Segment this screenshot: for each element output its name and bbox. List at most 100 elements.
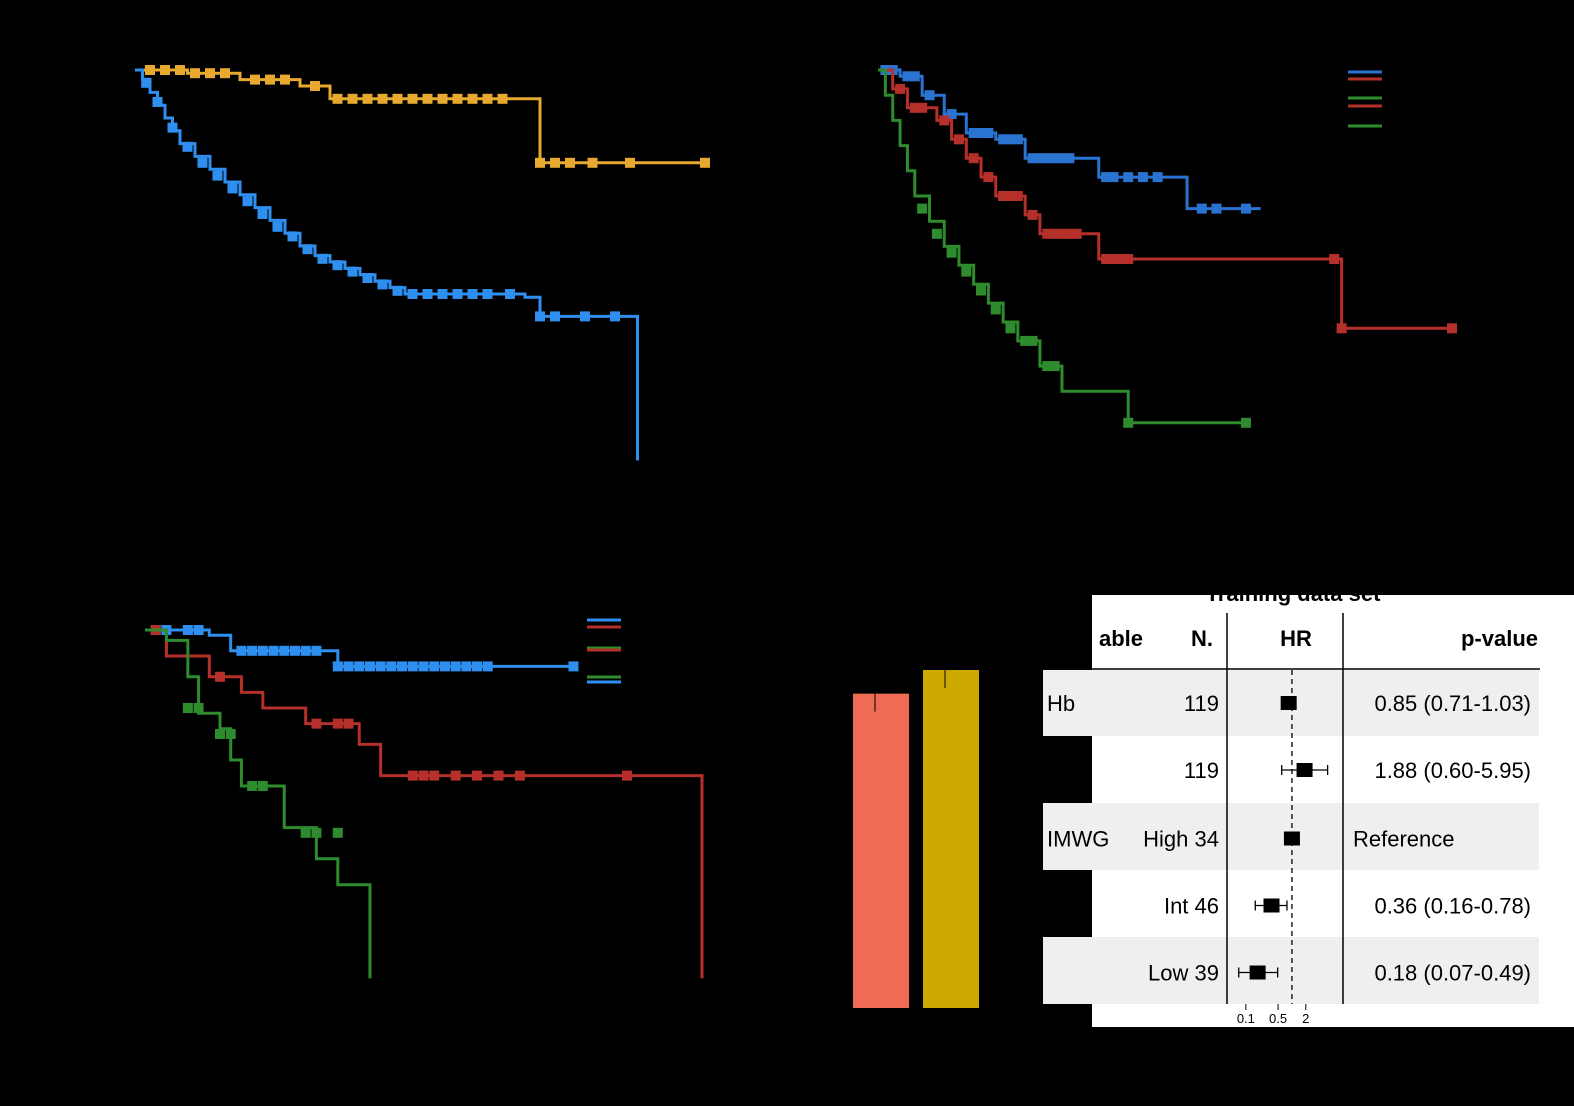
censor-mark (1101, 254, 1112, 264)
censor-mark (418, 770, 429, 781)
censor-mark (311, 718, 322, 729)
censor-mark (580, 311, 590, 322)
censor-mark (461, 661, 472, 672)
censor-mark (377, 279, 388, 290)
censor-mark (1056, 153, 1067, 164)
km-curve-blue (135, 68, 639, 461)
censor-mark (1042, 153, 1053, 164)
censor-mark (1336, 323, 1347, 334)
censor-mark (1137, 172, 1148, 183)
censor-mark (998, 191, 1009, 201)
x-tick-label: 2 (1302, 1011, 1309, 1026)
censor-mark (212, 170, 223, 181)
row-n: 119 (1184, 691, 1219, 716)
censor-mark (1447, 323, 1457, 334)
censor-mark (332, 827, 343, 838)
censor-mark (1042, 228, 1053, 239)
censor-mark (514, 770, 525, 781)
row-variable: at (1047, 758, 1065, 783)
censor-mark (946, 109, 957, 120)
km-curve-yellow (135, 68, 705, 165)
censor-mark (289, 645, 300, 656)
censor-mark (1329, 254, 1340, 264)
censor-mark (257, 781, 268, 791)
censor-mark (225, 729, 236, 739)
censor-mark (422, 93, 433, 104)
km-curve-red (145, 628, 704, 979)
censor-mark (1005, 134, 1016, 145)
km-plot-top-left (135, 65, 710, 461)
censor-mark (968, 153, 979, 164)
censor-mark (472, 661, 483, 672)
censor-mark (429, 770, 440, 781)
censor-mark (247, 645, 258, 656)
censor-mark (497, 93, 508, 104)
censor-mark (1049, 153, 1060, 164)
censor-mark (902, 71, 913, 82)
censor-mark (482, 661, 493, 672)
censor-mark (332, 718, 343, 729)
hr-point (1249, 965, 1266, 980)
hr-point (1263, 898, 1280, 913)
censor-mark (364, 661, 375, 672)
censor-mark (1049, 228, 1060, 239)
censor-mark (247, 781, 258, 791)
censor-mark (953, 134, 964, 145)
censor-mark (1020, 335, 1031, 346)
hr-point (1280, 696, 1297, 710)
censor-mark (429, 661, 440, 672)
censor-mark (437, 289, 448, 299)
censor-mark (1123, 172, 1134, 183)
censor-mark (622, 770, 633, 781)
censor-mark (392, 93, 403, 104)
censor-mark (452, 93, 463, 104)
km-plot-bottom-left (145, 618, 704, 979)
bar-chart-bottom-middle (853, 670, 979, 1008)
censor-mark (1027, 153, 1038, 164)
censor-mark (242, 196, 253, 207)
censor-mark (505, 289, 515, 299)
km-curve-green (878, 68, 1246, 425)
row-n: Low 39 (1148, 961, 1219, 986)
km-curve-blue_b (878, 68, 1261, 211)
censor-mark (422, 289, 433, 299)
censor-mark (1123, 254, 1134, 264)
censor-mark (311, 827, 322, 838)
header-variable: able (1099, 626, 1143, 651)
censor-mark (976, 128, 987, 138)
censor-mark (220, 68, 230, 79)
censor-mark (1042, 361, 1053, 372)
km-curve-green (145, 628, 372, 979)
censor-mark (610, 311, 620, 322)
censor-mark (227, 183, 238, 194)
censor-mark (167, 122, 178, 133)
censor-mark (437, 93, 448, 104)
bar-2 (923, 670, 979, 1008)
row-n: High 34 (1143, 827, 1219, 852)
censor-mark (1027, 335, 1038, 346)
censor-mark (236, 645, 247, 656)
header-hr: HR (1280, 626, 1312, 651)
censor-mark (1049, 361, 1060, 372)
row-variable: IMWG (1047, 827, 1109, 852)
censor-mark (279, 645, 290, 656)
censor-mark (946, 247, 957, 258)
censor-mark (392, 285, 403, 296)
censor-mark (983, 128, 994, 138)
km-plot-top-right (878, 65, 1457, 428)
censor-mark (418, 661, 429, 672)
censor-mark (407, 289, 418, 299)
censor-mark (205, 68, 215, 79)
row-n: Int 46 (1164, 894, 1219, 919)
censor-mark (397, 661, 408, 672)
censor-mark (452, 289, 463, 299)
censor-mark (347, 266, 358, 277)
censor-mark (939, 115, 950, 126)
censor-mark (472, 770, 483, 781)
censor-mark (924, 90, 935, 101)
km-curve-red (878, 68, 1452, 330)
censor-mark (310, 81, 320, 91)
censor-mark (931, 228, 942, 239)
censor-mark (407, 93, 418, 104)
censor-mark (983, 172, 994, 183)
